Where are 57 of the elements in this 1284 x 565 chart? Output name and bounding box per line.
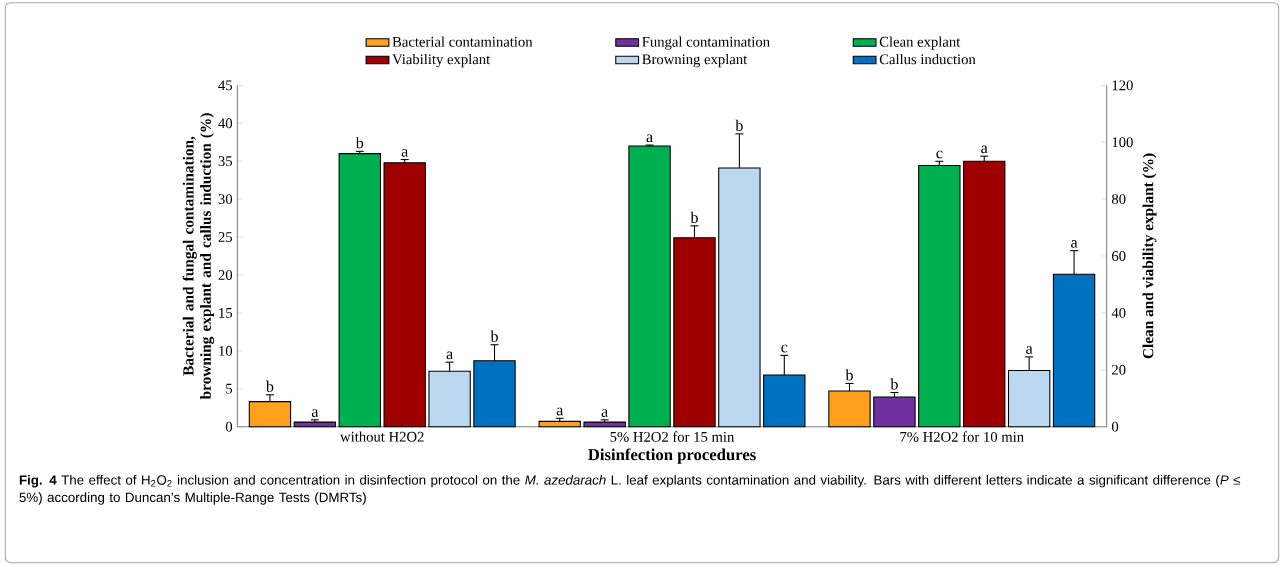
y2-tick-label: 20: [1112, 364, 1126, 375]
bar: [583, 421, 626, 428]
legend-label: Clean explant: [879, 36, 961, 50]
y-tick-label: 45: [218, 80, 233, 91]
x-tick-label: without H2O2: [340, 431, 424, 442]
y-tick-label: 40: [218, 118, 233, 129]
y-tick-label: 5: [226, 383, 233, 394]
data-label: b: [490, 330, 498, 342]
y2-tick-label: 40: [1111, 307, 1126, 318]
bar: [383, 162, 426, 428]
text: Fig. 4 The effect of H$_{2}$O$_{2}$ inclusion and concentration in disinfection protocol on the M. azedarach L. leaf explants contamination and viability. Bars with different letters indicate a significant difference (P ≤ 5%) according to Duncan’s Multiple-Range Tests (DMRTs): [19, 474, 1241, 505]
data-label: a: [446, 351, 453, 360]
y2-tick-label: 60: [1112, 250, 1126, 261]
y2-tick-label: 120: [1112, 80, 1133, 91]
bar: [628, 145, 671, 428]
y2-tick-label: 80: [1111, 194, 1126, 204]
y-axis-title: Bacterial and fungal contamination, browning explant and callus induction (%): [182, 113, 215, 400]
bar: [538, 420, 581, 428]
bar: [338, 152, 381, 428]
data-label: b: [265, 380, 274, 392]
y-tick-label: 15: [219, 307, 233, 318]
x-tick-label: 5% H2O2 for 15 min: [610, 431, 735, 442]
data-label: a: [556, 407, 564, 416]
data-label: a: [311, 409, 319, 417]
y2-tick-label: 100: [1112, 137, 1133, 148]
y-tick-label: 20: [218, 269, 233, 280]
bar: [873, 396, 916, 428]
y2-tick-label: 0: [1111, 421, 1119, 432]
data-label: a: [981, 145, 988, 154]
legend-label: Browning explant: [642, 53, 748, 68]
y-tick-label: 35: [218, 156, 233, 166]
data-label: b: [890, 378, 898, 390]
legend-label: Fungal contamination: [642, 36, 770, 50]
data-label: a: [1071, 239, 1078, 248]
y-tick-label: 10: [219, 345, 233, 356]
y-tick-label: 25: [218, 231, 233, 242]
data-label: c: [781, 344, 788, 353]
data-label: b: [735, 119, 743, 131]
x-axis-title: Disinfection procedures: [588, 448, 756, 464]
data-label: a: [401, 148, 409, 157]
bar: [963, 160, 1006, 428]
legend-label: Callus induction: [879, 53, 976, 65]
legend-label: Viability explant: [392, 53, 491, 68]
x-tick-label: 7% H2O2 for 10 min: [900, 431, 1024, 442]
data-label: b: [355, 136, 364, 149]
bar: [293, 421, 337, 428]
data-label: a: [601, 409, 608, 417]
y2-axis-title: Clean and viability explant (%): [1142, 153, 1157, 359]
data-label: b: [845, 369, 853, 381]
data-label: a: [1026, 346, 1033, 354]
data-label: b: [690, 211, 698, 223]
bar: [918, 164, 961, 428]
y-tick-label: 0: [225, 421, 233, 432]
y-tick-label: 30: [218, 194, 233, 204]
data-label: c: [936, 150, 943, 159]
data-label: a: [646, 134, 653, 142]
legend-label: Bacterial contamination: [392, 36, 533, 47]
